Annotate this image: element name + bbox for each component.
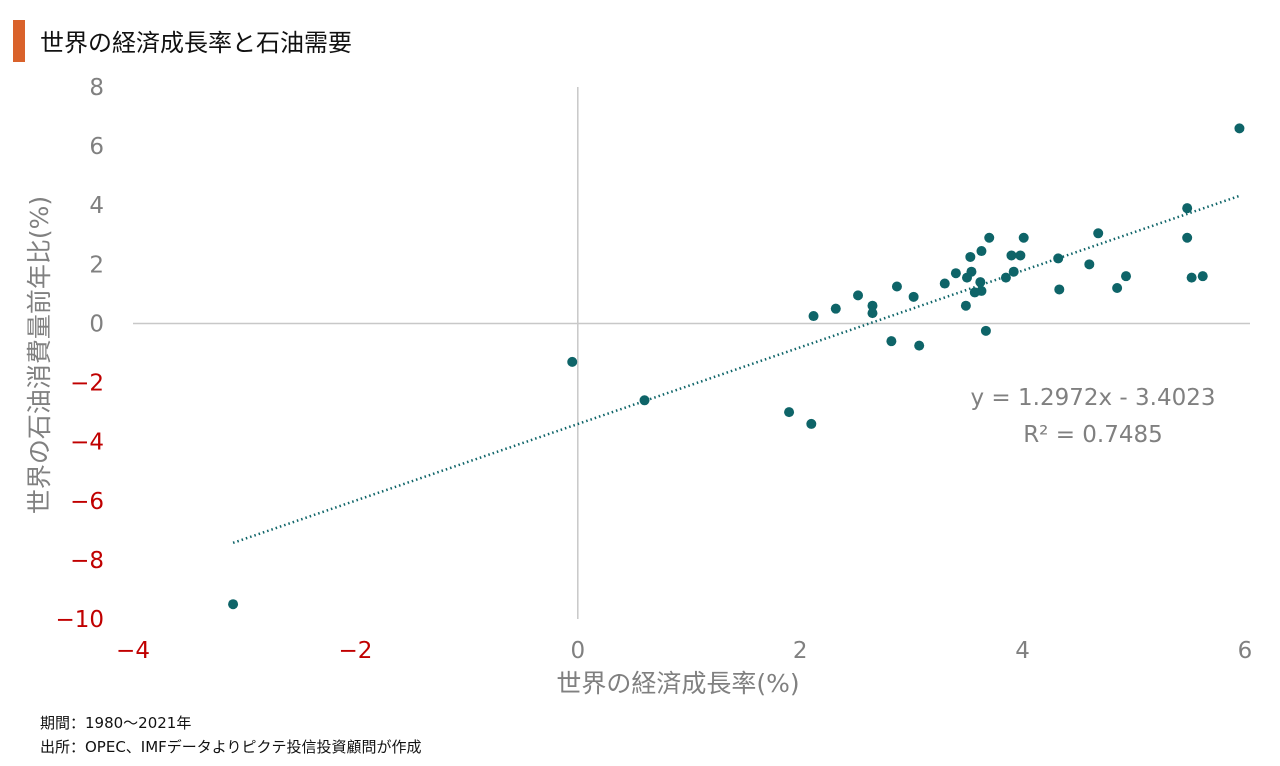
trendline-r-squared: R² = 0.7485 (1023, 422, 1163, 448)
data-point (567, 356, 578, 367)
data-point (1112, 282, 1123, 293)
data-point (1008, 266, 1019, 277)
title-accent-bar (13, 20, 25, 62)
data-point (1186, 272, 1197, 283)
data-point (965, 251, 976, 262)
data-point (975, 277, 986, 288)
data-point (984, 232, 995, 243)
data-point (228, 599, 239, 610)
data-point (980, 325, 991, 336)
data-point (1054, 284, 1065, 295)
x-tick-label: −2 (338, 638, 372, 664)
data-point (1093, 228, 1104, 239)
data-point (1197, 271, 1208, 282)
x-tick-label: 6 (1238, 638, 1253, 664)
data-point (1015, 250, 1026, 261)
y-tick-labels: −10 −8 −6 −4 −2 0 2 4 6 8 (55, 75, 104, 633)
x-axis-title: 世界の経済成長率(%) (556, 669, 799, 698)
data-point (950, 268, 961, 279)
data-point (1000, 272, 1011, 283)
data-point (891, 281, 902, 292)
data-point (914, 340, 925, 351)
x-tick-labels: −4 −2 0 2 4 6 (116, 638, 1252, 664)
data-point (784, 407, 795, 418)
data-point (1182, 232, 1193, 243)
x-tick-label: −4 (116, 638, 150, 664)
y-tick-label: −8 (70, 548, 104, 574)
y-tick-label: 6 (89, 134, 104, 160)
data-point (867, 308, 878, 319)
data-point (886, 336, 897, 347)
y-tick-label: −10 (55, 607, 104, 633)
data-point (853, 290, 864, 301)
footnote-period: 期間：1980～2021年 (40, 714, 192, 732)
data-point (939, 278, 950, 289)
y-tick-label: −4 (70, 430, 104, 456)
data-point (976, 285, 987, 296)
y-tick-label: −2 (70, 371, 104, 397)
data-point (1084, 259, 1095, 270)
data-point (1234, 123, 1245, 134)
axes (133, 87, 1250, 619)
data-point (1018, 232, 1029, 243)
data-point (1121, 271, 1132, 282)
data-point (867, 300, 878, 311)
data-points (228, 123, 1245, 610)
data-point (1006, 250, 1017, 261)
data-point (966, 266, 977, 277)
data-point (976, 246, 987, 257)
y-tick-label: 8 (89, 75, 104, 101)
footnote-source: 出所：OPEC、IMFデータよりピクテ投信投資顧問が作成 (40, 738, 422, 756)
data-point (806, 418, 817, 429)
chart-title: 世界の経済成長率と石油需要 (40, 29, 352, 57)
data-point (808, 311, 819, 322)
y-tick-label: 0 (89, 311, 104, 337)
x-tick-label: 2 (793, 638, 808, 664)
y-axis-title: 世界の石油消費量前年比(%) (25, 196, 54, 514)
x-tick-label: 0 (570, 638, 585, 664)
trendline-equation: y = 1.2972x - 3.4023 (971, 385, 1216, 411)
trendline (232, 194, 1240, 545)
data-point (639, 395, 650, 406)
data-point (1053, 253, 1064, 264)
x-tick-label: 4 (1015, 638, 1030, 664)
data-point (830, 303, 841, 314)
scatter-chart: −10 −8 −6 −4 −2 0 2 4 6 8 −4 −2 0 2 4 6 y = 1.2972x - … (25, 75, 1252, 698)
data-point (1182, 203, 1193, 214)
data-point (908, 291, 919, 302)
y-tick-label: 2 (89, 252, 104, 278)
y-tick-label: 4 (89, 193, 104, 219)
y-tick-label: −6 (70, 489, 104, 515)
data-point (960, 300, 971, 311)
